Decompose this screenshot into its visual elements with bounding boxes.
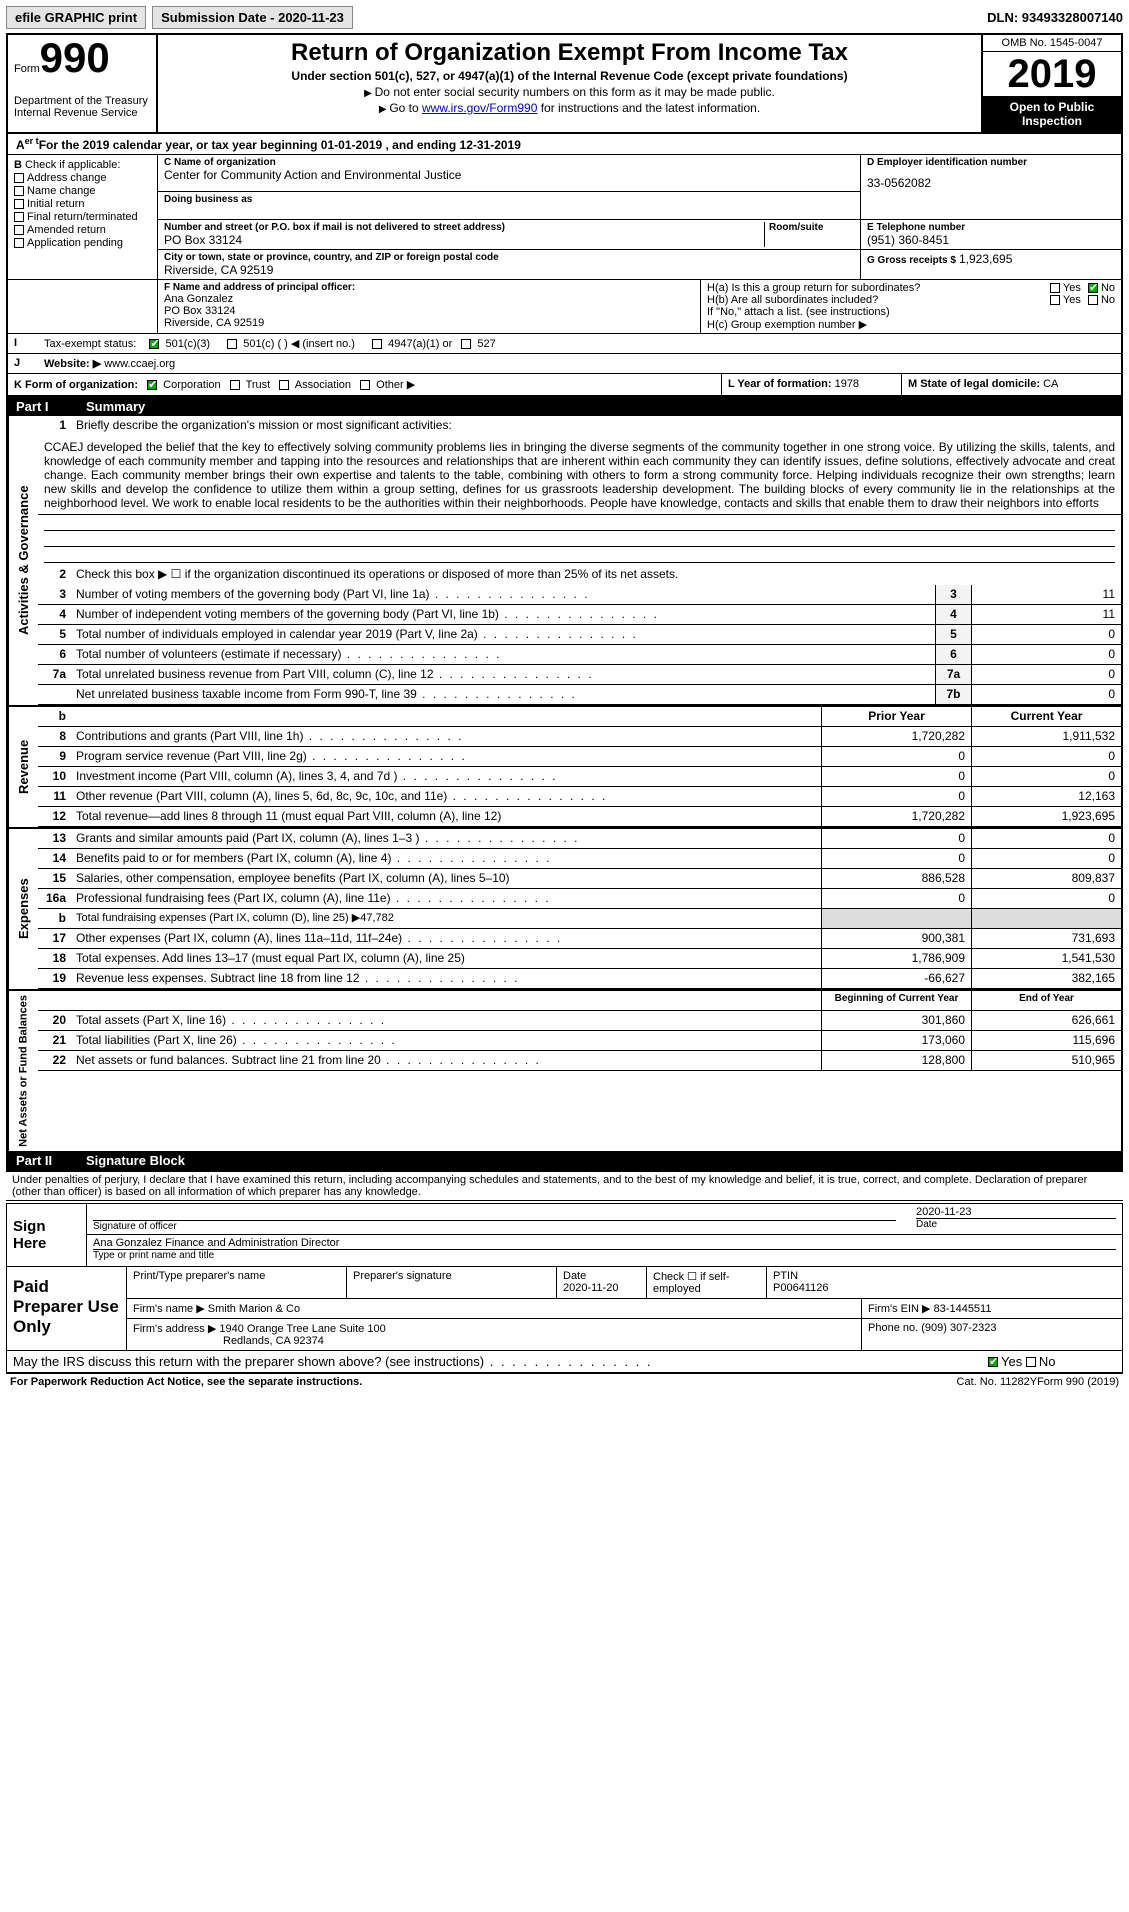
line-5: Total number of individuals employed in … — [72, 625, 935, 644]
preparer-date: 2020-11-20 — [563, 1282, 618, 1294]
side-net-assets: Net Assets or Fund Balances — [8, 991, 38, 1151]
officer-typed-name: Ana Gonzalez Finance and Administration … — [93, 1237, 1116, 1249]
phone: (951) 360-8451 — [867, 233, 1115, 247]
discuss-line: May the IRS discuss this return with the… — [7, 1351, 982, 1372]
form-word: Form — [14, 63, 40, 75]
dept: Department of the Treasury Internal Reve… — [14, 95, 150, 119]
city-label: City or town, state or province, country… — [164, 252, 854, 263]
col-current-year: Current Year — [971, 707, 1121, 726]
side-expenses: Expenses — [8, 829, 38, 989]
form-footer: Form 990 (2019) — [1037, 1376, 1119, 1388]
d-ein-label: D Employer identification number — [867, 157, 1115, 168]
paid-preparer-label: Paid Preparer Use Only — [7, 1267, 127, 1350]
line-7a: Total unrelated business revenue from Pa… — [72, 665, 935, 684]
line-4: Number of independent voting members of … — [72, 605, 935, 624]
state-domicile: CA — [1043, 378, 1058, 390]
h-c: H(c) Group exemption number ▶ — [707, 318, 1115, 331]
part-ii-header: Part IISignature Block — [8, 1151, 1121, 1170]
f-officer-label: F Name and address of principal officer: — [164, 282, 694, 293]
h-note: If "No," attach a list. (see instruction… — [707, 306, 1115, 318]
part-i-header: Part ISummary — [8, 397, 1121, 416]
line-6: Total number of volunteers (estimate if … — [72, 645, 935, 664]
form-number: 990 — [40, 34, 110, 81]
firm-address: 1940 Orange Tree Lane Suite 100 — [219, 1323, 385, 1335]
dln: DLN: 93493328007140 — [987, 10, 1123, 25]
open-public: Open to Public Inspection — [983, 96, 1121, 132]
sign-here: Sign Here — [7, 1204, 87, 1266]
side-revenue: Revenue — [8, 707, 38, 827]
mission-text: CCAEJ developed the belief that the key … — [38, 436, 1121, 515]
efile-button[interactable]: efile GRAPHIC print — [6, 6, 146, 29]
form-990: Form990 Department of the Treasury Inter… — [6, 33, 1123, 1172]
org-name: Center for Community Action and Environm… — [164, 168, 854, 182]
gross-receipts: 1,923,695 — [959, 252, 1012, 266]
c-name-label: C Name of organization — [164, 157, 854, 168]
i-label: Tax-exempt status: — [44, 338, 136, 350]
side-activities-governance: Activities & Governance — [8, 416, 38, 705]
h-a: H(a) Is this a group return for subordin… — [707, 282, 920, 294]
year-formation: 1978 — [835, 378, 859, 390]
col-B: B Check if applicable: Address change Na… — [8, 155, 158, 279]
paid-preparer-block: Paid Preparer Use Only Print/Type prepar… — [6, 1267, 1123, 1374]
e-phone-label: E Telephone number — [867, 222, 1115, 233]
form-title: Return of Organization Exempt From Incom… — [166, 39, 973, 67]
note-ssn: Do not enter social security numbers on … — [166, 85, 973, 99]
officer-addr2: Riverside, CA 92519 — [164, 317, 694, 329]
tax-year: 2019 — [983, 52, 1121, 96]
j-label: Website: ▶ — [44, 358, 101, 370]
form-subtitle: Under section 501(c), 527, or 4947(a)(1)… — [166, 69, 973, 83]
website: www.ccaej.org — [104, 358, 175, 370]
city-state-zip: Riverside, CA 92519 — [164, 263, 854, 277]
addr-label: Number and street (or P.O. box if mail i… — [164, 222, 764, 233]
mission-label: Briefly describe the organization's miss… — [72, 416, 1121, 436]
footer: For Paperwork Reduction Act Notice, see … — [6, 1374, 1123, 1390]
firm-name: Smith Marion & Co — [208, 1303, 300, 1315]
street-address: PO Box 33124 — [164, 233, 764, 247]
h-b: H(b) Are all subordinates included? — [707, 294, 878, 306]
top-bar: efile GRAPHIC print Submission Date - 20… — [6, 6, 1123, 29]
firm-phone: (909) 307-2323 — [921, 1322, 996, 1334]
irs-link[interactable]: www.irs.gov/Form990 — [422, 101, 537, 115]
note-goto: Go to www.irs.gov/Form990 for instructio… — [166, 101, 973, 115]
signature-block: Sign Here Signature of officer 2020-11-2… — [6, 1203, 1123, 1267]
line-7b: Net unrelated business taxable income fr… — [72, 685, 935, 704]
cat-no: Cat. No. 11282Y — [957, 1376, 1038, 1388]
signature-note: Under penalties of perjury, I declare th… — [6, 1172, 1123, 1201]
omb-number: OMB No. 1545-0047 — [983, 35, 1121, 52]
col-prior-year: Prior Year — [821, 707, 971, 726]
col-begin-year: Beginning of Current Year — [821, 991, 971, 1010]
sig-date: 2020-11-23 — [916, 1206, 1116, 1218]
ptin: P00641126 — [773, 1282, 828, 1294]
g-gross-label: G Gross receipts $ — [867, 255, 956, 266]
k-label: K Form of organization: — [14, 379, 138, 391]
officer-addr1: PO Box 33124 — [164, 305, 694, 317]
officer-name: Ana Gonzalez — [164, 293, 694, 305]
dba-label: Doing business as — [164, 194, 854, 205]
submission-date: Submission Date - 2020-11-23 — [152, 6, 353, 29]
line-A: Aer tFor the 2019 calendar year, or tax … — [8, 134, 1121, 155]
line-2: Check this box ▶ ☐ if the organization d… — [72, 565, 1121, 585]
col-end-year: End of Year — [971, 991, 1121, 1010]
room-label: Room/suite — [769, 222, 854, 233]
form-header: Form990 Department of the Treasury Inter… — [8, 35, 1121, 134]
line-3: Number of voting members of the governin… — [72, 585, 935, 604]
firm-ein: 83-1445511 — [934, 1303, 992, 1315]
ein: 33-0562082 — [867, 176, 1115, 190]
